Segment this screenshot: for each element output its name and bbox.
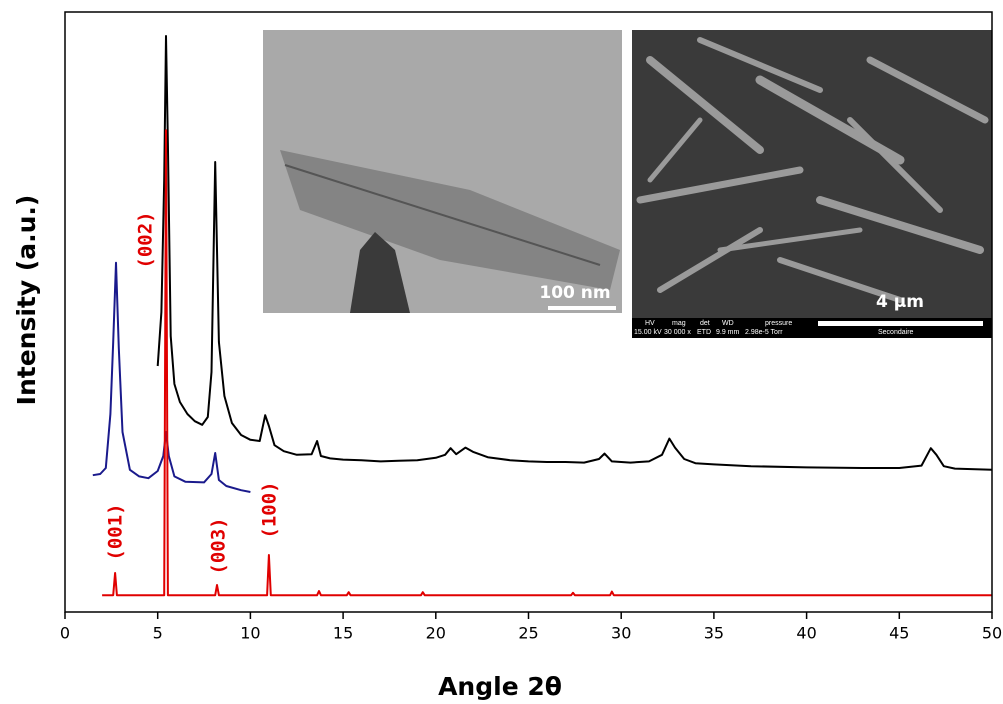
x-tick-label: 10: [240, 624, 260, 643]
x-tick-label: 30: [611, 624, 631, 643]
tem-crystal: [280, 150, 620, 290]
sem-info: WD: [722, 320, 734, 327]
x-tick-label: 35: [704, 624, 724, 643]
sem-info: mag: [672, 320, 686, 327]
sem-scale-bar: [818, 321, 983, 326]
tem-scale-bar: [548, 306, 616, 310]
sem-info: det: [700, 320, 710, 327]
sem-info: HV: [645, 320, 655, 327]
tem-scale-label: 100 nm: [539, 283, 610, 303]
x-tick-label: 5: [153, 624, 163, 643]
x-tick-label: 40: [796, 624, 816, 643]
sem-needles: [636, 37, 989, 303]
series-line: [102, 129, 992, 597]
x-tick-label: 25: [518, 624, 538, 643]
tem-edge: [284, 164, 601, 266]
tem-inset: 100 nm: [263, 30, 622, 313]
sem-info: ETD: [697, 329, 711, 336]
y-axis-title: Intensity (a.u.): [12, 195, 41, 406]
x-tick-label: 20: [426, 624, 446, 643]
sem-info: 2.98e-5 Torr: [745, 329, 783, 336]
annotation: (100): [259, 481, 281, 538]
series-line: [156, 35, 993, 471]
sem-info: 30 000 x: [664, 329, 691, 336]
annotation: (002): [135, 211, 157, 268]
tem-grain: [350, 232, 410, 313]
sem-info: pressure: [765, 320, 792, 327]
series-line: [92, 261, 251, 493]
sem-inset: 4 µm HV mag det WD pressure 15.00 kV 30 …: [632, 30, 992, 338]
x-tick-label: 0: [60, 624, 70, 643]
sem-scale-label: 4 µm: [876, 292, 924, 312]
sem-info: 9.9 mm: [716, 329, 740, 336]
sem-info: 15.00 kV: [634, 329, 662, 336]
x-tick-label: 15: [333, 624, 353, 643]
x-axis-title: Angle 2θ: [438, 672, 562, 701]
x-tick-label: 45: [889, 624, 909, 643]
x-tick-label: 50: [982, 624, 1002, 643]
annotation: (001): [105, 503, 127, 560]
sem-info: Secondaire: [878, 329, 914, 336]
annotation: (003): [208, 517, 230, 574]
